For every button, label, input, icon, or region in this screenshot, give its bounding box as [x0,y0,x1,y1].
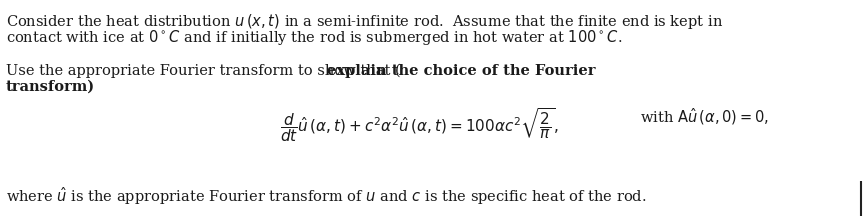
Text: where $\hat{u}$ is the appropriate Fourier transform of $u$ and $c$ is the speci: where $\hat{u}$ is the appropriate Fouri… [6,185,647,207]
Text: explain the choice of the Fourier: explain the choice of the Fourier [327,64,595,78]
Text: $\dfrac{d}{dt}\hat{u}\,(\alpha,t)+c^{2}\alpha^{2}\hat{u}\,(\alpha,t)=100\alpha c: $\dfrac{d}{dt}\hat{u}\,(\alpha,t)+c^{2}\… [280,106,558,144]
Text: Use the appropriate Fourier transform to show that (: Use the appropriate Fourier transform to… [6,64,401,78]
Text: transform): transform) [6,80,95,94]
Text: contact with ice at $0^\circ C$ and if initially the rod is submerged in hot wat: contact with ice at $0^\circ C$ and if i… [6,28,622,47]
Text: with $\mathrm{A}\hat{u}\,(\alpha,0)=0,$: with $\mathrm{A}\hat{u}\,(\alpha,0)=0,$ [640,106,769,127]
Text: Consider the heat distribution $u\,(x,t)$ in a semi-infinite rod.  Assume that t: Consider the heat distribution $u\,(x,t)… [6,12,723,31]
